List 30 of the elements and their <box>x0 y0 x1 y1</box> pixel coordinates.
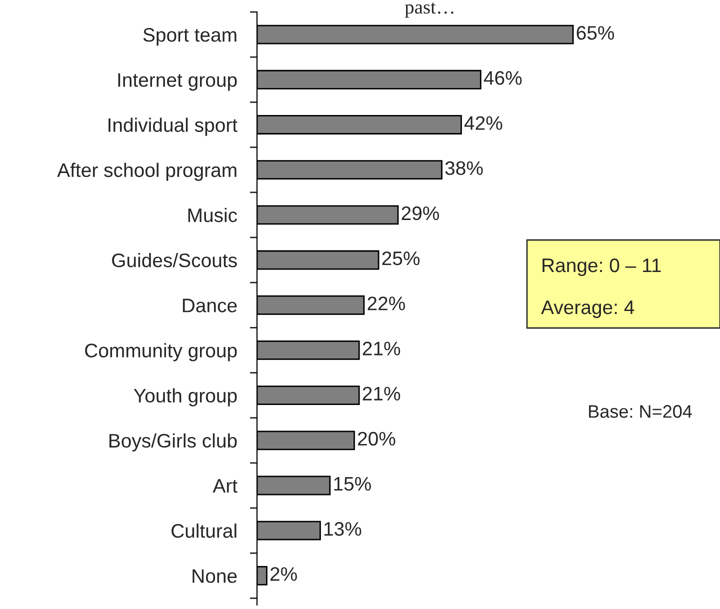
y-tick-label: None <box>192 569 237 583</box>
data-label: 29% <box>402 206 440 220</box>
y-tick-label: After school program <box>57 162 236 181</box>
data-label: 38% <box>445 161 483 176</box>
y-tick-label: Cultural <box>172 524 236 538</box>
y-tick-label: Internet group <box>118 73 237 91</box>
annotation: Range: 0 – 11 <box>542 258 661 276</box>
data-label: 21% <box>362 386 400 400</box>
y-tick-label: Individual sport <box>108 118 238 136</box>
data-label: 2% <box>270 567 297 581</box>
data-label: 65% <box>576 26 614 40</box>
data-label: 15% <box>334 477 371 491</box>
y-tick-label: Sport team <box>143 28 236 46</box>
data-label: 25% <box>382 251 420 266</box>
y-tick-label: Youth group <box>134 388 237 406</box>
y-tick-label: Art <box>212 479 238 493</box>
y-tick-label: Community group <box>85 343 237 362</box>
y-tick-label: Dance <box>182 298 237 312</box>
annotation: Average: 4 <box>541 300 634 318</box>
data-label: 20% <box>358 432 396 446</box>
y-tick-label: Boys/Girls club <box>109 433 237 452</box>
data-label: 21% <box>362 342 400 356</box>
y-tick-label: Music <box>188 208 238 222</box>
data-label: 13% <box>324 522 362 536</box>
data-label: 46% <box>484 71 522 85</box>
text: Base: N=204 <box>589 405 692 418</box>
data-label: 22% <box>368 296 405 310</box>
y-tick-label: Guides/Scouts <box>112 252 237 268</box>
data-label: 42% <box>464 116 502 130</box>
chart-title: past… <box>404 2 454 18</box>
